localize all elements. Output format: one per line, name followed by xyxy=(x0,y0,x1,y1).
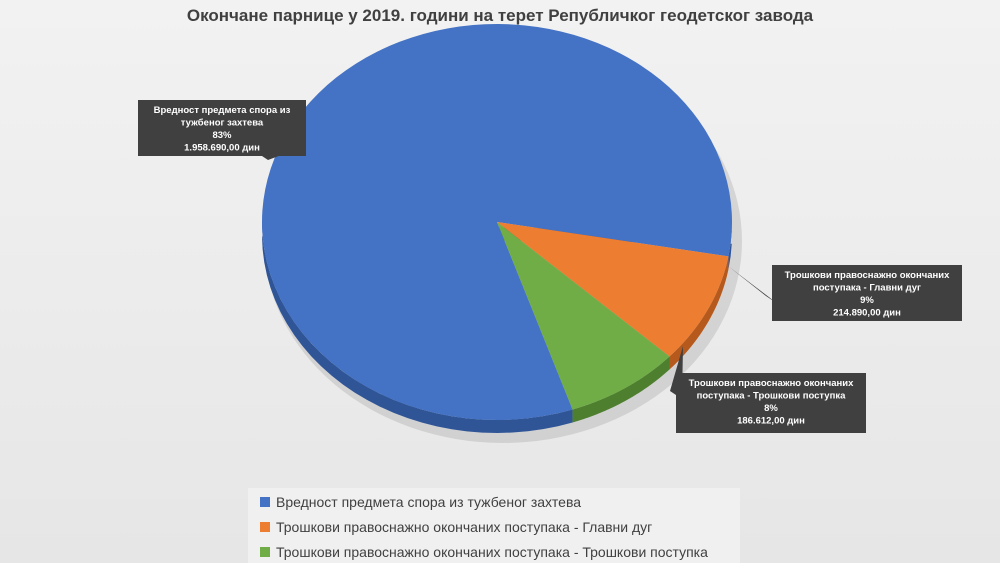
callout-text-2-2: поступака - Главни дуг xyxy=(813,283,921,294)
pie-side-3 xyxy=(572,356,670,423)
callout-box-1 xyxy=(138,100,306,156)
legend-label-2: Трошкови правоснажно окончаних поступака… xyxy=(276,519,653,535)
legend-item-1: Вредност предмета спора из тужбеног захт… xyxy=(260,494,581,510)
callout-text-2-1: Трошкови правоснажно окончаних xyxy=(785,270,951,281)
chart-title: Окончане парнице у 2019. години на терет… xyxy=(186,6,814,25)
callout-text-3-3: 8% xyxy=(764,403,778,414)
pie-slice-2 xyxy=(497,222,729,357)
legend-swatch-3 xyxy=(260,547,270,557)
callout-text-2-4: 214.890,00 дин xyxy=(833,308,901,319)
callout-text-3-1: Трошкови правоснажно окончаних xyxy=(689,378,855,389)
callout-box-2 xyxy=(772,265,962,321)
callout-text-1-1: Вредност предмета спора из xyxy=(154,105,291,116)
legend-swatch-2 xyxy=(260,522,270,532)
legend-swatch-1 xyxy=(260,497,270,507)
legend-label-3: Трошкови правоснажно окончаних поступака… xyxy=(276,544,708,560)
callout-text-1-4: 1.958.690,00 дин xyxy=(184,143,260,154)
callout-text-3-2: поступака - Трошкови поступка xyxy=(697,391,846,402)
callout-layer: Вредност предмета спора из тужбеног захте… xyxy=(138,100,962,433)
pie-slice-3 xyxy=(497,222,670,410)
pie-side-2 xyxy=(669,256,729,370)
callout-1: Вредност предмета спора из тужбеног захте… xyxy=(138,100,306,160)
callout-text-1-2: тужбеног захтева xyxy=(181,118,264,129)
pie-slice-1 xyxy=(262,23,733,420)
callout-3: Трошкови правоснажно окончаних поступака … xyxy=(670,346,866,433)
legend-item-2: Трошкови правоснажно окончаних поступака… xyxy=(260,519,652,535)
callout-pointer-2 xyxy=(728,266,778,304)
legend-item-3: Трошкови правоснажно окончаних поступака… xyxy=(260,544,708,560)
legend: Вредност предмета спора из тужбеног захт… xyxy=(248,488,740,563)
callout-text-2-3: 9% xyxy=(860,295,874,306)
callout-text-1-3: 83% xyxy=(212,130,232,141)
legend-label-1: Вредност предмета спора из тужбеног захт… xyxy=(276,494,582,510)
pie-layer xyxy=(262,23,742,443)
callout-text-3-4: 186.612,00 дин xyxy=(737,416,805,427)
callout-box-3 xyxy=(676,373,866,433)
callout-2: Трошкови правоснажно окончаних поступака … xyxy=(728,265,962,321)
